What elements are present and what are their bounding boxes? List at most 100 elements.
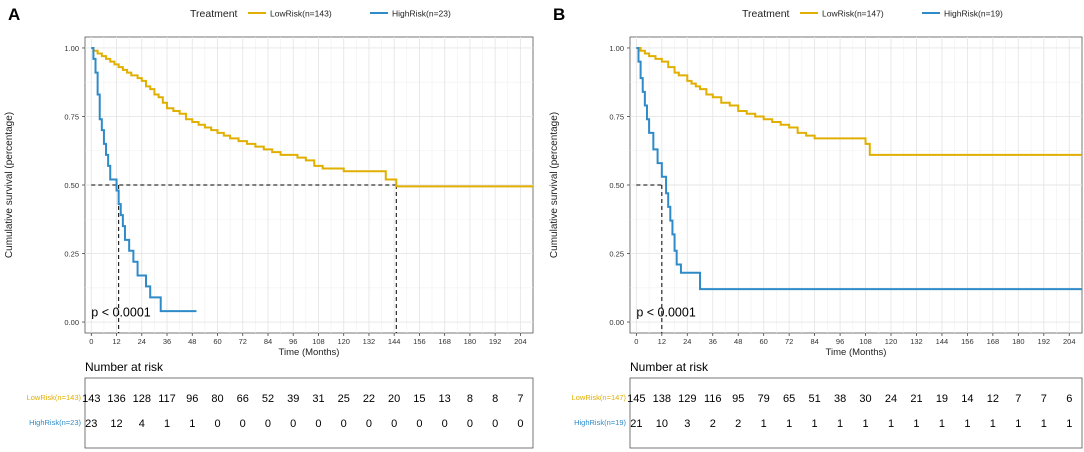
risk-cell: 14 <box>961 393 973 405</box>
risk-cell: 22 <box>363 393 375 405</box>
risk-cell: 1 <box>1041 418 1047 430</box>
risk-cell: 21 <box>630 418 642 430</box>
risk-row-label-high: HighRisk(n=19) <box>574 418 626 427</box>
risk-table-title: Number at risk <box>630 360 709 374</box>
x-tick-label: 108 <box>312 337 325 346</box>
risk-cell: 25 <box>338 393 350 405</box>
x-tick-label: 96 <box>289 337 297 346</box>
risk-cell: 51 <box>808 393 820 405</box>
risk-cell: 143 <box>82 393 100 405</box>
risk-cell: 0 <box>517 418 523 430</box>
risk-cell: 15 <box>413 393 425 405</box>
legend-label-high: HighRisk(n=23) <box>392 9 451 19</box>
x-tick-label: 180 <box>464 337 477 346</box>
risk-cell: 1 <box>1015 418 1021 430</box>
risk-cell: 1 <box>189 418 195 430</box>
y-tick-label: 0.00 <box>609 318 624 327</box>
y-tick-label: 0.75 <box>64 112 79 121</box>
risk-row-label-low: LowRisk(n=143) <box>27 393 82 402</box>
risk-cell: 1 <box>761 418 767 430</box>
y-tick-label: 0.25 <box>64 249 79 258</box>
legend-title: Treatment <box>742 8 790 20</box>
x-tick-label: 72 <box>785 337 793 346</box>
risk-cell: 10 <box>656 418 668 430</box>
risk-cell: 0 <box>492 418 498 430</box>
risk-cell: 23 <box>85 418 97 430</box>
x-tick-label: 0 <box>89 337 93 346</box>
risk-cell: 0 <box>265 418 271 430</box>
legend: Treatment LowRisk(n=147) HighRisk(n=19) <box>742 8 1003 20</box>
risk-row-label-high: HighRisk(n=23) <box>29 418 81 427</box>
x-axis-title: Time (Months) <box>279 347 340 358</box>
risk-row-label-low: LowRisk(n=147) <box>572 393 627 402</box>
y-tick-label: 0.75 <box>609 112 624 121</box>
legend-label-low: LowRisk(n=143) <box>270 9 332 19</box>
risk-cell: 21 <box>910 393 922 405</box>
risk-cell: 0 <box>442 418 448 430</box>
risk-table-frame <box>629 377 1083 449</box>
survival-curve-high <box>636 46 1082 291</box>
x-tick-label: 192 <box>489 337 502 346</box>
survival-curve-low <box>91 46 533 188</box>
risk-cell: 3 <box>684 418 690 430</box>
risk-cell: 31 <box>312 393 324 405</box>
risk-cell: 20 <box>388 393 400 405</box>
panel-label: A <box>8 5 20 24</box>
risk-cell: 0 <box>467 418 473 430</box>
risk-cell: 65 <box>783 393 795 405</box>
panel-A: A Treatment LowRisk(n=143) HighRisk(n=23) 0 1… <box>4 5 534 449</box>
risk-cell: 2 <box>735 418 741 430</box>
risk-cell: 12 <box>987 393 999 405</box>
x-tick-label: 36 <box>163 337 171 346</box>
y-tick-label: 1.00 <box>609 44 624 53</box>
risk-cell: 145 <box>627 393 645 405</box>
x-tick-label: 24 <box>683 337 691 346</box>
x-tick-label: 204 <box>1063 337 1076 346</box>
risk-cell: 0 <box>214 418 220 430</box>
risk-cell: 19 <box>936 393 948 405</box>
risk-cell: 138 <box>653 393 671 405</box>
risk-cell: 38 <box>834 393 846 405</box>
risk-cell: 80 <box>211 393 223 405</box>
risk-cell: 1 <box>812 418 818 430</box>
risk-cell: 12 <box>110 418 122 430</box>
risk-cell: 0 <box>315 418 321 430</box>
p-value: p < 0.0001 <box>91 306 150 320</box>
legend-label-high: HighRisk(n=19) <box>944 9 1003 19</box>
risk-cell: 4 <box>139 418 145 430</box>
risk-cell: 0 <box>290 418 296 430</box>
x-tick-label: 24 <box>138 337 146 346</box>
risk-cell: 95 <box>732 393 744 405</box>
risk-cell: 1 <box>786 418 792 430</box>
x-tick-label: 12 <box>112 337 120 346</box>
x-tick-label: 180 <box>1012 337 1025 346</box>
risk-cell: 8 <box>467 393 473 405</box>
x-tick-label: 12 <box>658 337 666 346</box>
x-tick-label: 192 <box>1038 337 1051 346</box>
risk-cell: 117 <box>158 393 176 405</box>
risk-cell: 30 <box>859 393 871 405</box>
risk-cell: 0 <box>341 418 347 430</box>
y-tick-label: 1.00 <box>64 44 79 53</box>
risk-cell: 7 <box>517 393 523 405</box>
risk-cell: 0 <box>416 418 422 430</box>
risk-cell: 66 <box>237 393 249 405</box>
risk-cell: 13 <box>439 393 451 405</box>
survival-curve-high <box>91 46 197 313</box>
risk-cell: 39 <box>287 393 299 405</box>
risk-cell: 0 <box>366 418 372 430</box>
y-tick-label: 0.50 <box>64 181 79 190</box>
x-tick-label: 168 <box>987 337 1000 346</box>
risk-cell: 1 <box>939 418 945 430</box>
x-tick-label: 60 <box>760 337 768 346</box>
x-tick-label: 48 <box>734 337 742 346</box>
risk-cell: 136 <box>107 393 125 405</box>
risk-cell: 7 <box>1041 393 1047 405</box>
risk-cell: 6 <box>1066 393 1072 405</box>
risk-cell: 1 <box>862 418 868 430</box>
x-axis-title: Time (Months) <box>826 347 887 358</box>
risk-cell: 1 <box>1066 418 1072 430</box>
risk-cell: 1 <box>964 418 970 430</box>
x-tick-label: 36 <box>709 337 717 346</box>
